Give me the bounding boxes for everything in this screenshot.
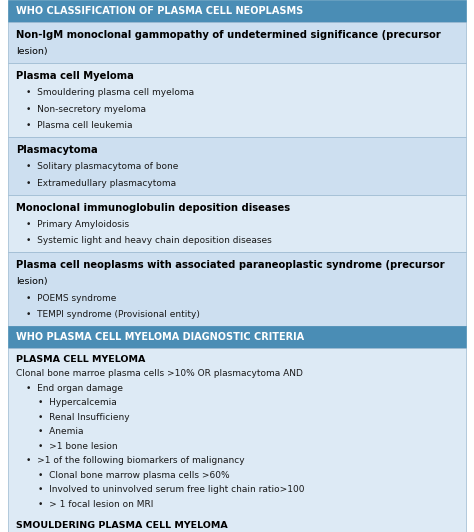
Text: Clonal bone marroe plasma cells >10% OR plasmacytoma AND: Clonal bone marroe plasma cells >10% OR …: [16, 369, 303, 378]
Text: lesion): lesion): [16, 277, 47, 286]
Text: •  Clonal bone marrow plasma cells >60%: • Clonal bone marrow plasma cells >60%: [38, 471, 229, 480]
Text: Monoclonal immunoglobulin deposition diseases: Monoclonal immunoglobulin deposition dis…: [16, 203, 290, 213]
Bar: [8, 195, 466, 252]
Text: •  > 1 focal lesion on MRI: • > 1 focal lesion on MRI: [38, 500, 154, 509]
Bar: [8, 137, 466, 195]
Text: •  Plasma cell leukemia: • Plasma cell leukemia: [26, 121, 133, 130]
Text: •  Non-secretory myeloma: • Non-secretory myeloma: [26, 105, 146, 114]
Text: SMOULDERING PLASMA CELL MYELOMA: SMOULDERING PLASMA CELL MYELOMA: [16, 521, 228, 530]
Text: •  >1 bone lesion: • >1 bone lesion: [38, 442, 118, 451]
Text: lesion): lesion): [16, 47, 47, 56]
Text: •  Hypercalcemia: • Hypercalcemia: [38, 398, 117, 408]
Bar: [8, 252, 466, 326]
Text: Plasma cell Myeloma: Plasma cell Myeloma: [16, 71, 134, 81]
Text: PLASMA CELL MYELOMA: PLASMA CELL MYELOMA: [16, 355, 146, 364]
Bar: [8, 63, 466, 137]
Bar: [8, 0, 466, 22]
Text: Plasmacytoma: Plasmacytoma: [16, 145, 98, 155]
Text: •  End organ damage: • End organ damage: [26, 384, 123, 393]
Bar: [8, 326, 466, 348]
Text: •  Solitary plasmacytoma of bone: • Solitary plasmacytoma of bone: [26, 162, 178, 171]
Text: •  Systemic light and heavy chain deposition diseases: • Systemic light and heavy chain deposit…: [26, 236, 272, 245]
Text: WHO PLASMA CELL MYELOMA DIAGNOSTIC CRITERIA: WHO PLASMA CELL MYELOMA DIAGNOSTIC CRITE…: [16, 332, 304, 342]
Text: WHO CLASSIFICATION OF PLASMA CELL NEOPLASMS: WHO CLASSIFICATION OF PLASMA CELL NEOPLA…: [16, 6, 303, 16]
Text: •  Renal Insufficieny: • Renal Insufficieny: [38, 413, 129, 422]
Text: •  Primary Amyloidosis: • Primary Amyloidosis: [26, 220, 129, 229]
Bar: [8, 348, 466, 532]
Text: •  TEMPI syndrome (Provisional entity): • TEMPI syndrome (Provisional entity): [26, 310, 200, 319]
Text: •  Extramedullary plasmacytoma: • Extramedullary plasmacytoma: [26, 179, 176, 188]
Text: Plasma cell neoplasms with associated paraneoplastic syndrome (precursor: Plasma cell neoplasms with associated pa…: [16, 260, 445, 270]
Text: Non-IgM monoclonal gammopathy of undetermined significance (precursor: Non-IgM monoclonal gammopathy of undeter…: [16, 30, 441, 40]
Text: •  Smouldering plasma cell myeloma: • Smouldering plasma cell myeloma: [26, 88, 194, 97]
Text: •  Involved to uninvolved serum free light chain ratio>100: • Involved to uninvolved serum free ligh…: [38, 485, 304, 494]
Text: •  >1 of the following biomarkers of malignancy: • >1 of the following biomarkers of mali…: [26, 456, 245, 466]
Text: •  POEMS syndrome: • POEMS syndrome: [26, 294, 117, 303]
Text: •  Anemia: • Anemia: [38, 427, 83, 436]
Bar: [8, 22, 466, 63]
